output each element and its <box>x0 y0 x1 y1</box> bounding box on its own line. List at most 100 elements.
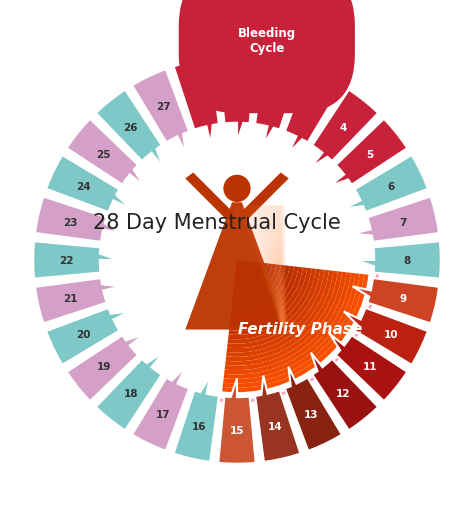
Wedge shape <box>234 263 263 287</box>
Wedge shape <box>228 268 311 335</box>
Text: 2: 2 <box>271 89 279 99</box>
Polygon shape <box>247 206 287 328</box>
Polygon shape <box>311 353 378 430</box>
Wedge shape <box>226 271 333 357</box>
Text: 23: 23 <box>64 218 78 228</box>
Polygon shape <box>238 206 287 328</box>
Wedge shape <box>223 274 364 388</box>
Polygon shape <box>267 206 287 328</box>
Wedge shape <box>236 261 246 269</box>
Wedge shape <box>229 268 307 331</box>
Polygon shape <box>344 308 428 365</box>
Polygon shape <box>258 206 287 328</box>
Text: 5: 5 <box>367 149 374 160</box>
Wedge shape <box>232 265 281 305</box>
Text: 17: 17 <box>156 409 170 419</box>
Polygon shape <box>344 156 428 213</box>
Text: 9: 9 <box>400 293 407 304</box>
Circle shape <box>224 176 250 202</box>
Wedge shape <box>225 272 346 370</box>
Wedge shape <box>222 275 368 392</box>
Text: 7: 7 <box>400 218 407 228</box>
Polygon shape <box>173 59 219 145</box>
Polygon shape <box>250 206 287 328</box>
Polygon shape <box>218 379 256 464</box>
Wedge shape <box>225 272 342 366</box>
Text: 11: 11 <box>363 362 378 372</box>
Text: 4: 4 <box>339 122 347 132</box>
Polygon shape <box>255 206 287 328</box>
Text: 25: 25 <box>96 149 111 160</box>
Polygon shape <box>96 90 163 168</box>
Polygon shape <box>264 206 287 328</box>
Wedge shape <box>223 274 360 384</box>
Text: 16: 16 <box>192 421 206 431</box>
Polygon shape <box>241 206 287 328</box>
Polygon shape <box>255 59 301 145</box>
Wedge shape <box>228 269 320 344</box>
Wedge shape <box>230 267 298 322</box>
Polygon shape <box>311 90 378 168</box>
Polygon shape <box>330 120 407 187</box>
Polygon shape <box>185 173 233 221</box>
Wedge shape <box>227 270 329 353</box>
Polygon shape <box>273 206 287 328</box>
Text: 19: 19 <box>97 362 111 372</box>
Wedge shape <box>231 266 290 313</box>
Text: 14: 14 <box>268 421 282 431</box>
Text: Bleeding
Cycle: Bleeding Cycle <box>238 27 296 55</box>
Polygon shape <box>353 197 439 242</box>
Polygon shape <box>244 206 287 328</box>
Text: 28 Day Menstrual Cycle: 28 Day Menstrual Cycle <box>93 213 341 233</box>
Polygon shape <box>132 70 189 154</box>
Text: 28: 28 <box>192 89 206 99</box>
Text: 10: 10 <box>383 329 398 339</box>
Wedge shape <box>237 261 241 265</box>
Wedge shape <box>224 273 351 375</box>
Polygon shape <box>330 334 407 401</box>
Polygon shape <box>35 279 121 324</box>
Wedge shape <box>229 267 303 326</box>
Text: 20: 20 <box>76 329 91 339</box>
Text: 6: 6 <box>387 182 394 191</box>
Text: 22: 22 <box>59 256 74 266</box>
Text: 27: 27 <box>156 102 170 112</box>
Polygon shape <box>35 197 121 242</box>
Wedge shape <box>236 262 250 274</box>
Text: 8: 8 <box>404 256 411 266</box>
Polygon shape <box>132 367 189 451</box>
Polygon shape <box>253 206 287 328</box>
Polygon shape <box>241 173 289 221</box>
Polygon shape <box>276 206 287 328</box>
Wedge shape <box>234 264 268 291</box>
Polygon shape <box>270 206 287 328</box>
Polygon shape <box>353 279 439 324</box>
Wedge shape <box>228 269 316 340</box>
Wedge shape <box>224 273 355 379</box>
Text: 26: 26 <box>123 122 138 132</box>
Polygon shape <box>356 242 441 279</box>
Polygon shape <box>46 308 130 365</box>
Text: 3: 3 <box>307 102 315 112</box>
Text: 12: 12 <box>336 388 351 398</box>
Polygon shape <box>185 203 289 330</box>
Polygon shape <box>33 242 118 279</box>
Wedge shape <box>233 264 272 295</box>
Polygon shape <box>261 206 287 328</box>
Text: 13: 13 <box>304 409 318 419</box>
Polygon shape <box>96 353 163 430</box>
Wedge shape <box>233 265 276 300</box>
Text: Fertility Phase: Fertility Phase <box>238 321 363 336</box>
Wedge shape <box>232 265 285 309</box>
Wedge shape <box>235 262 255 278</box>
Polygon shape <box>285 367 342 451</box>
Polygon shape <box>46 156 130 213</box>
Polygon shape <box>67 334 144 401</box>
Wedge shape <box>235 263 259 282</box>
Polygon shape <box>218 57 256 142</box>
Polygon shape <box>173 376 219 462</box>
Wedge shape <box>227 270 325 348</box>
Text: 18: 18 <box>123 388 138 398</box>
Wedge shape <box>230 266 294 318</box>
Polygon shape <box>255 376 301 462</box>
